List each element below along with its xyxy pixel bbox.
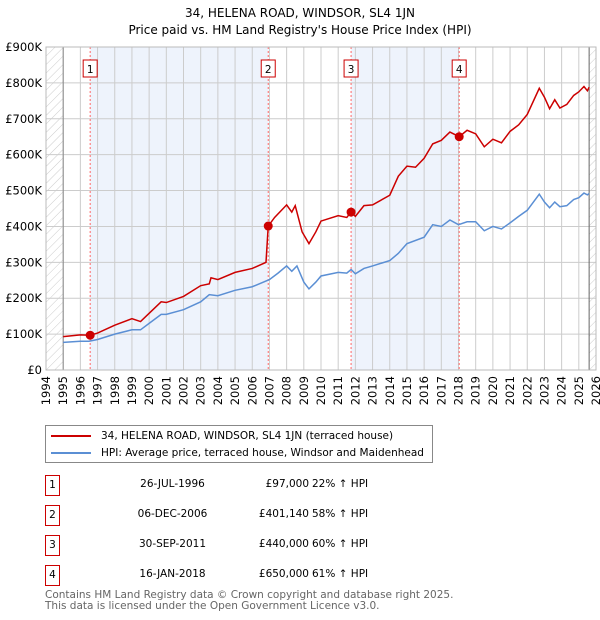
x-tick-label: 2020 [486,376,500,405]
x-tick-label: 2016 [417,376,431,405]
y-tick-label: £200K [5,291,42,305]
sale-row: 1 26-JUL-1996 £97,000 22% ↑ HPI [45,475,445,497]
x-tick-label: 2023 [537,376,551,405]
sale-point [85,330,95,340]
sale-row: 3 30-SEP-2011 £440,000 60% ↑ HPI [45,535,445,557]
x-tick-label: 2004 [211,376,225,405]
sale-date: 26-JUL-1996 [140,478,205,490]
y-tick-label: £700K [5,112,42,126]
sale-price: £401,140 [258,508,309,520]
x-tick-label: 2009 [297,376,311,405]
price-chart: 34, HELENA ROAD, WINDSOR, SL4 1JN Price … [5,6,600,405]
sale-row: 2 06-DEC-2006 £401,140 58% ↑ HPI [45,505,445,527]
sale-price: £97,000 [265,478,309,490]
sale-date: 16-JAN-2018 [139,568,206,580]
y-tick-label: £400K [5,219,42,233]
x-tick-label: 1998 [108,376,122,405]
x-tick-label: 2007 [262,376,276,405]
x-tick-label: 2015 [400,376,414,405]
legend-item-property: 34, HELENA ROAD, WINDSOR, SL4 1JN (terra… [46,428,393,444]
x-tick-label: 2000 [142,376,156,405]
x-tick-label: 1996 [73,376,87,405]
y-tick-label: £100K [5,327,42,341]
chart-title: 34, HELENA ROAD, WINDSOR, SL4 1JN [185,6,415,20]
sale-marker-number: 1 [87,64,94,76]
x-tick-label: 2006 [245,376,259,405]
legend-label-hpi: HPI: Average price, terraced house, Wind… [101,447,424,459]
x-tick-label: 1995 [56,376,70,405]
sale-price: £650,000 [258,568,309,580]
sale-marker-label: 4 [45,565,60,586]
x-tick-label: 2022 [520,376,534,405]
y-tick-label: £500K [5,184,42,198]
x-tick-label: 1994 [39,376,53,405]
sale-hpi-diff: 61% ↑ HPI [312,568,369,580]
x-tick-label: 2010 [314,376,328,405]
x-tick-label: 2025 [572,376,586,405]
x-tick-label: 2012 [348,376,362,405]
y-tick-label: £600K [5,148,42,162]
x-tick-label: 2014 [383,376,397,405]
x-tick-label: 2013 [366,376,380,405]
sale-marker-box [82,59,98,78]
x-tick-label: 2024 [555,376,569,405]
sale-marker-box [260,59,276,78]
x-tick-label: 2001 [159,376,173,405]
x-tick-label: 2019 [469,376,483,405]
x-tick-label: 1997 [91,376,105,405]
x-tick-label: 2008 [280,376,294,405]
x-tick-label: 2017 [434,376,448,405]
x-tick-label: 2003 [194,376,208,405]
sale-date: 06-DEC-2006 [137,508,208,520]
footer-licence: This data is licensed under the Open Gov… [45,600,380,612]
sale-point [346,207,356,217]
x-tick-label: 2005 [228,376,242,405]
legend: 34, HELENA ROAD, WINDSOR, SL4 1JN (terra… [45,425,433,463]
x-tick-label: 2026 [589,376,600,405]
legend-label-property: 34, HELENA ROAD, WINDSOR, SL4 1JN (terra… [101,430,394,442]
sale-date: 30-SEP-2011 [138,538,207,550]
series-line-hpi [63,192,590,344]
shaded-band [90,47,269,370]
hatched-region [589,47,596,370]
sale-marker-label: 2 [45,505,60,526]
series-line-property [63,85,590,338]
legend-item-hpi: HPI: Average price, terraced house, Wind… [46,445,424,461]
sale-hpi-diff: 60% ↑ HPI [312,538,369,550]
x-tick-label: 2011 [331,376,345,405]
sale-marker-number: 4 [456,64,463,76]
sale-marker-label: 3 [45,535,60,556]
x-tick-label: 2018 [452,376,466,405]
sale-point [454,132,464,142]
y-tick-label: £800K [5,76,42,90]
chart-subtitle: Price paid vs. HM Land Registry's House … [128,23,471,37]
y-tick-label: £300K [5,255,42,269]
hatched-region [46,47,64,370]
legend-swatch-hpi [51,452,91,454]
sale-hpi-diff: 58% ↑ HPI [312,508,369,520]
legend-swatch-property [51,435,91,437]
sale-marker-label: 1 [45,475,60,496]
y-tick-label: £0 [27,363,42,377]
shaded-band [351,47,460,370]
sale-marker-box [451,59,467,78]
sale-marker-box [343,59,359,78]
sale-point [263,221,273,231]
x-tick-label: 2021 [503,376,517,405]
sale-marker-number: 2 [265,64,272,76]
footer-copyright: Contains HM Land Registry data © Crown c… [45,589,454,601]
x-tick-label: 1999 [125,376,139,405]
sale-marker-number: 3 [348,64,355,76]
plot-border [45,46,597,371]
sale-hpi-diff: 22% ↑ HPI [312,478,369,490]
sale-row: 4 16-JAN-2018 £650,000 61% ↑ HPI [45,565,445,587]
y-tick-label: £900K [5,40,42,54]
sale-price: £440,000 [258,538,309,550]
x-tick-label: 2002 [177,376,191,405]
